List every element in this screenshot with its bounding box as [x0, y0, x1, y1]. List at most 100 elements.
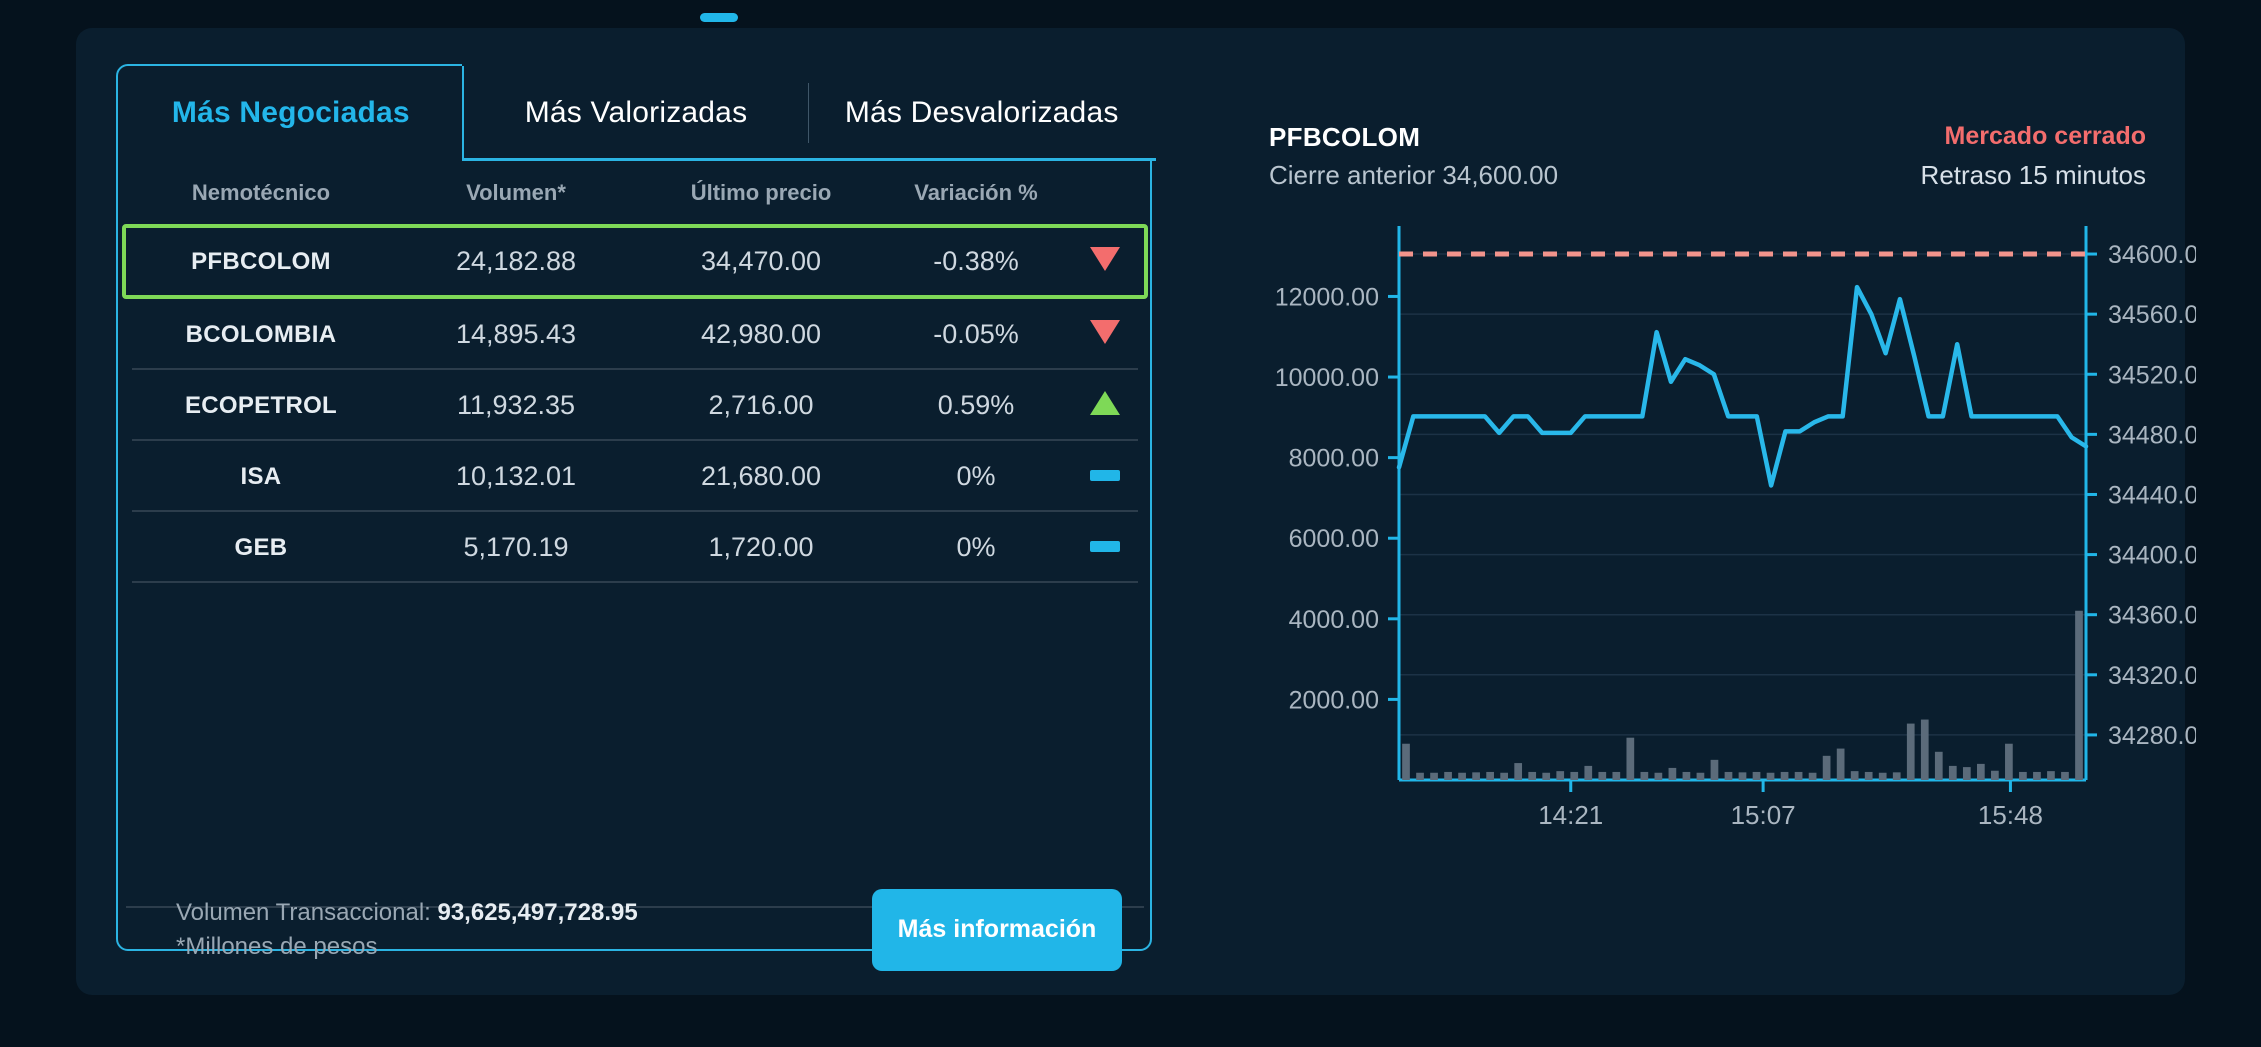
tab-label: Más Negociadas [171, 96, 410, 129]
cell-symbol: BCOLOMBIA [185, 320, 337, 348]
svg-text:34600.00: 34600.00 [2108, 241, 2196, 269]
column-header-symbol: Nemotécnico [191, 180, 331, 205]
column-header-price: Último precio [690, 180, 832, 205]
arrow-flat-icon [1090, 540, 1120, 552]
cell-symbol: ECOPETROL [184, 391, 338, 419]
svg-text:34360.00: 34360.00 [2108, 602, 2196, 630]
cell-variation: -0.05% [933, 319, 1019, 349]
transactional-volume-label: Volumen Transaccional: [176, 899, 438, 927]
row-divider [132, 581, 1138, 583]
chart-svg: 2000.00 4000.00 6000.00 8000.00 10000.00 1200… [1275, 226, 2196, 830]
left-axis-labels: 2000.00 4000.00 6000.00 8000.00 10000.00 1200… [1275, 283, 1379, 714]
market-widget-panel: Más Negociadas Más Valorizadas Más Desva… [76, 28, 2196, 995]
cell-variation: 0.59% [937, 390, 1015, 420]
cell-volume: 14,895.43 [455, 319, 577, 349]
cell-volume: 10,132.01 [455, 461, 577, 491]
table-header-row: Nemotécnico Volumen* Último precio Varia… [126, 162, 1144, 224]
column-header-variation: Variación % [914, 180, 1038, 205]
cell-price: 42,980.00 [700, 319, 822, 349]
footer-divider [126, 906, 1144, 908]
svg-text:12000.00: 12000.00 [1275, 283, 1379, 311]
quotes-card: Más Negociadas Más Valorizadas Más Desva… [116, 63, 1158, 971]
chart-gridlines [1399, 253, 2086, 736]
more-info-button[interactable]: Más información [872, 888, 1122, 971]
svg-text:34280.00: 34280.00 [2108, 722, 2196, 750]
cell-direction [1066, 468, 1144, 486]
price-volume-chart[interactable]: 2000.00 4000.00 6000.00 8000.00 10000.00 1200… [1196, 208, 2196, 868]
x-axis-ticks [1569, 780, 2012, 792]
card-footer: Volumen Transaccional: 93,625,497,728.95… [118, 888, 1150, 971]
volume-bars [1402, 610, 2083, 780]
cell-direction [1066, 247, 1144, 276]
footer-text-block: Volumen Transaccional: 93,625,497,728.95… [176, 896, 638, 962]
cell-price: 21,680.00 [700, 461, 822, 491]
svg-text:34480.00: 34480.00 [2108, 421, 2196, 449]
volume-unit-note: *Millones de pesos [176, 932, 378, 960]
tab-separator [808, 83, 810, 143]
arrow-flat-icon [1090, 469, 1120, 481]
market-delay-note: Retraso 15 minutos [1920, 160, 2146, 190]
svg-text:34520.00: 34520.00 [2108, 361, 2196, 389]
cell-volume: 11,932.35 [456, 390, 576, 420]
svg-text:4000.00: 4000.00 [1289, 606, 1379, 634]
svg-text:34440.00: 34440.00 [2108, 481, 2196, 509]
tab-mas-valorizadas[interactable]: Más Valorizadas [464, 64, 809, 162]
chart-axis-lines [1397, 226, 2088, 782]
quotes-table: Nemotécnico Volumen* Último precio Varia… [122, 162, 1148, 583]
market-status-badge: Mercado cerrado [1944, 122, 2146, 150]
right-axis-ticks [2086, 252, 2097, 737]
tab-label: Más Desvalorizadas [844, 96, 1119, 129]
table-row[interactable]: ISA 10,132.01 21,680.00 0% [126, 441, 1144, 512]
table-row[interactable]: ECOPETROL 11,932.35 2,716.00 0.59% [126, 370, 1144, 441]
row-divider [132, 510, 1138, 512]
transactional-volume-value: 93,625,497,728.95 [437, 899, 638, 927]
transactional-volume: Volumen Transaccional: 93,625,497,728.95 [176, 896, 638, 929]
table-row[interactable]: BCOLOMBIA 14,895.43 42,980.00 -0.05% [126, 299, 1144, 370]
cell-price: 1,720.00 [708, 532, 814, 562]
table-row[interactable]: PFBCOLOM 24,182.88 34,470.00 -0.38% [122, 224, 1148, 299]
chart-panel: PFBCOLOM Cierre anterior 34,600.00 Merca… [1196, 122, 2196, 882]
cell-direction [1066, 391, 1144, 420]
chart-symbol: PFBCOLOM [1269, 122, 1421, 152]
cell-price: 34,470.00 [700, 246, 822, 276]
tab-label: Más Valorizadas [524, 96, 748, 129]
svg-text:34400.00: 34400.00 [2108, 542, 2196, 570]
column-header-volume: Volumen* [466, 180, 566, 205]
arrow-down-icon [1090, 247, 1120, 271]
svg-text:6000.00: 6000.00 [1289, 525, 1379, 553]
cell-variation: 0% [956, 532, 996, 562]
left-axis-ticks [1388, 294, 1399, 701]
svg-text:10000.00: 10000.00 [1275, 364, 1379, 392]
table-row[interactable]: GEB 5,170.19 1,720.00 0% [126, 512, 1144, 583]
x-axis-labels: 14:21 15:07 15:48 [1538, 800, 2043, 830]
tab-strip: Más Negociadas Más Valorizadas Más Desva… [118, 64, 1154, 162]
right-axis-labels: 34280.00 34320.00 34360.00 34400.00 34440.00… [2108, 241, 2196, 750]
svg-text:14:21: 14:21 [1538, 800, 1603, 830]
cell-direction [1066, 320, 1144, 349]
chart-header: PFBCOLOM Cierre anterior 34,600.00 Merca… [1196, 122, 2196, 202]
tab-mas-desvalorizadas[interactable]: Más Desvalorizadas [809, 64, 1154, 162]
arrow-up-icon [1090, 391, 1120, 415]
cell-price: 2,716.00 [708, 390, 814, 420]
cell-symbol: PFBCOLOM [191, 247, 331, 275]
active-tab-right-edge [462, 66, 464, 158]
cell-volume: 5,170.19 [463, 532, 569, 562]
cell-symbol: ISA [240, 462, 282, 490]
svg-text:34560.00: 34560.00 [2108, 301, 2196, 329]
cell-variation: -0.38% [933, 246, 1019, 276]
tab-mas-negociadas[interactable]: Más Negociadas [118, 64, 464, 162]
svg-text:15:07: 15:07 [1731, 800, 1796, 830]
svg-text:15:48: 15:48 [1978, 800, 2043, 830]
svg-text:8000.00: 8000.00 [1289, 445, 1379, 473]
cell-volume: 24,182.88 [455, 246, 577, 276]
row-divider [132, 368, 1138, 370]
arrow-down-icon [1090, 320, 1120, 344]
tab-strip-underline [462, 158, 1156, 161]
cell-symbol: GEB [234, 533, 288, 561]
price-line [1396, 284, 2089, 488]
tab-strip-background [462, 63, 1158, 158]
cell-variation: 0% [956, 461, 996, 491]
drag-handle-pill[interactable] [700, 13, 738, 22]
svg-text:34320.00: 34320.00 [2108, 662, 2196, 690]
chart-previous-close: Cierre anterior 34,600.00 [1269, 160, 1559, 190]
